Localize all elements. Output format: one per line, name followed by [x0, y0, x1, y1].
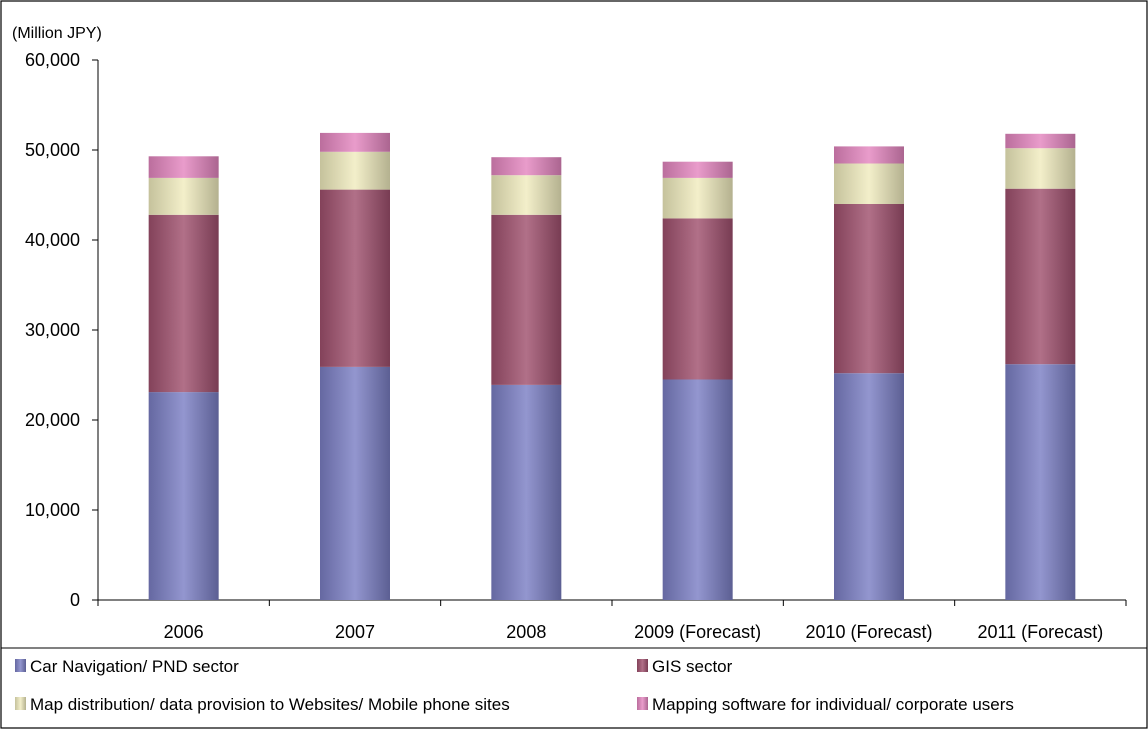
bar-segment: [491, 157, 562, 176]
bar-segment: [662, 218, 733, 380]
legend-swatch: [637, 697, 648, 710]
bar-segment: [1005, 364, 1076, 600]
y-tick-label: 10,000: [25, 500, 80, 520]
x-tick-label: 2008: [506, 622, 546, 642]
bar-segment: [491, 214, 562, 385]
legend: Car Navigation/ PND sector GIS sector Map …: [15, 657, 1014, 714]
bar-segment: [491, 384, 562, 600]
bar-segment: [148, 177, 219, 215]
bar-segment: [1005, 148, 1076, 189]
y-tick-label: 30,000: [25, 320, 80, 340]
legend-swatch: [637, 659, 648, 672]
legend-label: GIS sector: [652, 657, 733, 676]
legend-label: Mapping software for individual/ corpora…: [652, 695, 1014, 714]
bar-segment: [834, 204, 904, 374]
bars: [148, 132, 1076, 600]
bar-segment: [1005, 188, 1076, 365]
bar-segment: [491, 175, 562, 215]
bar-segment: [148, 392, 219, 600]
y-tick-label: 50,000: [25, 140, 80, 160]
bar-segment: [320, 366, 390, 600]
bar-segment: [834, 373, 904, 600]
bar-segment: [834, 163, 904, 204]
bar-segment: [662, 379, 733, 600]
bar-segment: [662, 177, 733, 219]
x-tick-label: 2007: [335, 622, 375, 642]
y-tick-label: 20,000: [25, 410, 80, 430]
x-tick-label: 2006: [164, 622, 204, 642]
bar-segment: [662, 161, 733, 178]
legend-swatch: [15, 697, 26, 710]
axes: 0 10,000 20,000 30,000 40,000 50,000 60,000: [25, 50, 1127, 610]
bar-segment: [320, 132, 390, 152]
legend-label: Car Navigation/ PND sector: [30, 657, 239, 676]
bar-segment: [148, 214, 219, 393]
x-tick-label: 2011 (Forecast): [977, 622, 1103, 642]
bar-segment: [320, 189, 390, 367]
y-tick-label: 0: [70, 590, 80, 610]
legend-label: Map distribution/ data provision to Webs…: [30, 695, 510, 714]
bar-segment: [1005, 133, 1076, 149]
bar-segment: [148, 156, 219, 178]
bar-segment: [320, 151, 390, 190]
y-tick-label: 60,000: [25, 50, 80, 70]
y-unit-label: (Million JPY): [12, 25, 102, 42]
y-tick-label: 40,000: [25, 230, 80, 250]
x-tick-label: 2009 (Forecast): [634, 622, 761, 642]
x-tick-labels: 2006 2007 2008 2009 (Forecast) 2010 (Forecas…: [164, 622, 1104, 642]
bar-segment: [834, 146, 904, 164]
x-tick-label: 2010 (Forecast): [805, 622, 932, 642]
legend-swatch: [15, 659, 26, 672]
